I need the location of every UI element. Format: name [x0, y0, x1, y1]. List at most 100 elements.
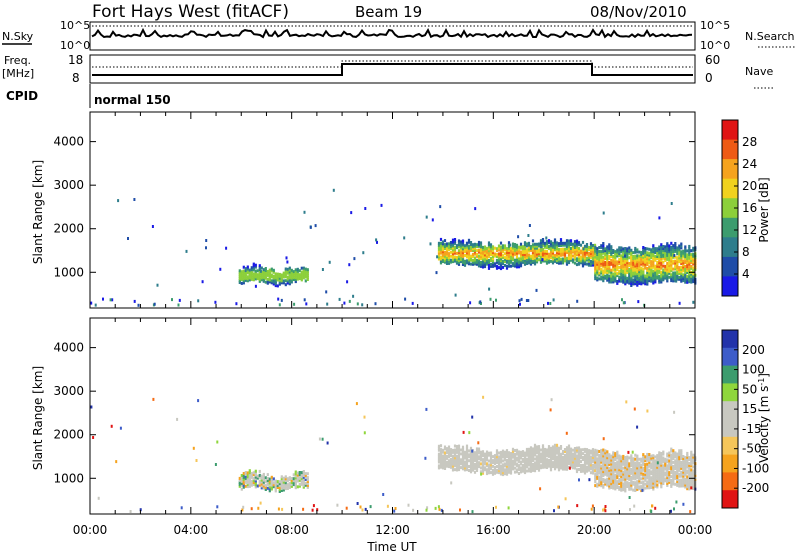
scatter-echo	[690, 486, 693, 490]
range-gate-cell	[447, 451, 451, 455]
range-gate-cell	[300, 274, 303, 278]
range-gate-cell	[594, 271, 597, 275]
range-gate-cell	[591, 251, 595, 255]
scatter-echo	[205, 239, 208, 242]
cpid-mode: normal 150	[94, 93, 171, 107]
range-gate-cell	[551, 465, 555, 468]
range-gate-cell	[561, 253, 565, 257]
range-gate-cell	[463, 464, 467, 468]
range-gate-cell	[549, 256, 553, 259]
colorbar-tick-label: 16	[742, 201, 757, 215]
range-gate-cell	[302, 485, 305, 489]
range-gate-cell	[620, 486, 623, 490]
range-gate-cell	[596, 471, 599, 474]
y-tick-label: 1000	[53, 471, 84, 485]
range-gate-cell	[302, 474, 305, 477]
range-gate-cell	[624, 471, 627, 475]
range-gate-cell	[672, 273, 675, 277]
scatter-echo	[254, 284, 257, 288]
range-gate-cell	[302, 274, 305, 278]
range-gate-cell	[491, 249, 495, 253]
range-gate-cell	[636, 458, 639, 462]
range-gate-cell	[638, 260, 641, 264]
range-gate-cell	[686, 259, 689, 263]
range-gate-cell	[654, 465, 657, 469]
scatter-echo	[195, 459, 198, 462]
range-gate-cell	[579, 257, 583, 261]
colorbar-tick-label: 200	[742, 343, 765, 357]
range-gate-cell	[300, 471, 303, 475]
range-gate-cell	[616, 254, 619, 258]
range-gate-cell	[668, 467, 671, 471]
range-gate-cell	[606, 460, 609, 464]
range-gate-cell	[457, 450, 461, 454]
range-gate-cell	[278, 482, 281, 486]
range-gate-cell	[587, 255, 591, 259]
range-gate-cell	[622, 257, 625, 261]
range-gate-cell	[238, 478, 241, 482]
range-gate-cell	[505, 462, 509, 466]
range-gate-cell	[497, 469, 501, 473]
range-gate-cell	[473, 451, 477, 455]
range-gate-cell	[666, 248, 669, 252]
range-gate-cell	[567, 247, 571, 251]
time-axis-title: Time UT	[366, 540, 417, 554]
nsky-trace	[91, 27, 693, 39]
range-gate-cell	[541, 241, 545, 245]
range-gate-cell	[571, 244, 575, 248]
range-gate-cell	[648, 480, 651, 484]
range-gate-cell	[692, 483, 695, 487]
range-gate-cell	[652, 269, 655, 273]
range-gate-cell	[634, 272, 637, 276]
range-gate-cell	[565, 262, 569, 266]
range-gate-cell	[690, 249, 693, 253]
range-gate-cell	[455, 447, 459, 450]
range-gate-cell	[467, 254, 471, 258]
range-gate-cell	[463, 462, 467, 466]
range-gate-cell	[479, 247, 483, 251]
range-gate-cell	[634, 262, 637, 266]
range-gate-cell	[616, 250, 619, 254]
range-gate-cell	[513, 449, 517, 452]
range-gate-cell	[523, 247, 527, 251]
range-gate-cell	[662, 268, 665, 272]
range-gate-cell	[608, 251, 611, 255]
range-gate-cell	[626, 461, 629, 465]
range-gate-cell	[614, 271, 617, 275]
range-gate-cell	[672, 279, 675, 283]
range-gate-cell	[660, 453, 663, 457]
range-gate-cell	[618, 252, 621, 256]
range-gate-cell	[511, 453, 515, 457]
scatter-echo	[564, 497, 567, 501]
range-gate-cell	[636, 462, 639, 466]
range-gate-cell	[652, 481, 655, 485]
range-gate-cell	[638, 487, 641, 491]
range-gate-cell	[672, 267, 675, 271]
range-gate-cell	[539, 454, 543, 458]
range-gate-cell	[541, 458, 545, 461]
range-gate-cell	[666, 483, 669, 487]
range-gate-cell	[270, 267, 273, 271]
range-gate-cell	[594, 456, 597, 460]
range-gate-cell	[529, 454, 533, 458]
range-gate-cell	[624, 489, 627, 493]
range-gate-cell	[612, 249, 615, 252]
range-gate-cell	[626, 465, 629, 469]
range-gate-cell	[511, 258, 515, 262]
range-gate-cell	[539, 466, 543, 470]
range-gate-cell	[668, 453, 671, 457]
range-gate-cell	[610, 262, 613, 266]
range-gate-cell	[509, 471, 513, 475]
range-gate-cell	[636, 456, 639, 460]
range-gate-cell	[495, 453, 499, 457]
range-gate-cell	[642, 259, 645, 263]
range-gate-cell	[660, 262, 663, 266]
range-gate-cell	[437, 454, 441, 458]
range-gate-cell	[604, 266, 607, 270]
range-gate-cell	[252, 481, 255, 484]
range-gate-cell	[600, 448, 603, 452]
range-gate-cell	[535, 449, 539, 453]
range-gate-cell	[670, 449, 673, 453]
range-gate-cell	[644, 249, 647, 252]
range-gate-cell	[290, 274, 293, 278]
